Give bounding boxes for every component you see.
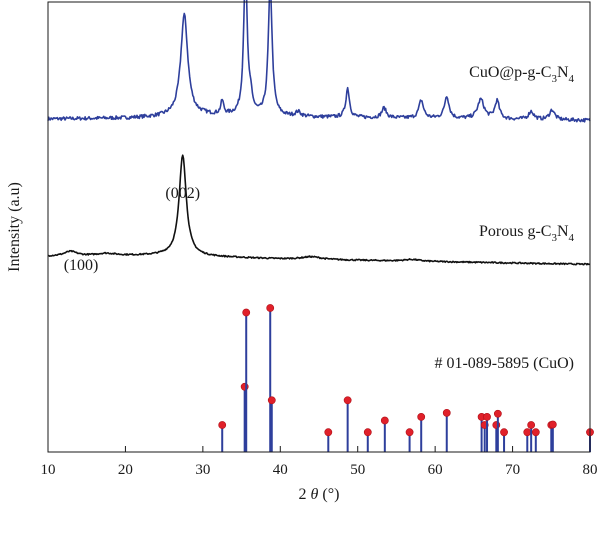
plot-frame [47,1,591,453]
reference-marker [493,409,502,418]
plot-area [47,0,591,266]
x-axis-label-unit: (°) [322,486,339,503]
x-tick-label: 80 [583,462,598,478]
x-tick-label: 40 [273,462,288,478]
x-axis: 10 20 30 40 50 60 70 80 [41,446,598,478]
reference-marker [363,428,372,437]
reference-marker [242,308,251,317]
reference-marker [218,421,227,429]
annotation-002: (002) [165,185,200,202]
x-tick-label: 20 [118,462,133,478]
reference-marker [266,304,275,312]
reference-pattern [218,304,594,452]
x-axis-label: 2 θ (°) [299,486,340,503]
series-label-0: CuO@p-g-C3N4 [469,64,574,85]
reference-marker [483,412,491,421]
reference-marker [380,416,389,425]
series-labels: CuO@p-g-C3N4 Porous g-C3N4 [469,64,574,244]
x-axis-label-symbol: θ [311,486,319,503]
y-axis-label: Intensity (a.u) [6,182,23,272]
reference-marker [523,428,532,437]
reference-marker [527,421,536,429]
reference-marker [343,396,352,405]
x-tick-label: 60 [428,462,443,478]
reference-marker [417,412,426,421]
reference-marker [267,396,276,405]
reference-marker [405,428,414,437]
reference-marker [324,428,333,437]
x-tick-label: 30 [195,462,210,478]
reference-marker [531,428,540,437]
x-tick-label: 50 [350,462,365,478]
reference-marker [442,408,451,417]
x-tick-label: 70 [505,462,520,478]
series-label-1: Porous g-C3N4 [479,223,575,244]
x-axis-label-prefix: 2 [299,486,307,503]
series-line-0 [47,0,591,123]
reference-label: # 01-089-5895 (CuO) [434,355,574,372]
reference-marker [500,428,508,437]
series-line-1 [47,154,591,266]
reference-marker [548,420,557,429]
annotation-100: (100) [64,257,99,274]
x-tick-label: 10 [41,462,56,478]
